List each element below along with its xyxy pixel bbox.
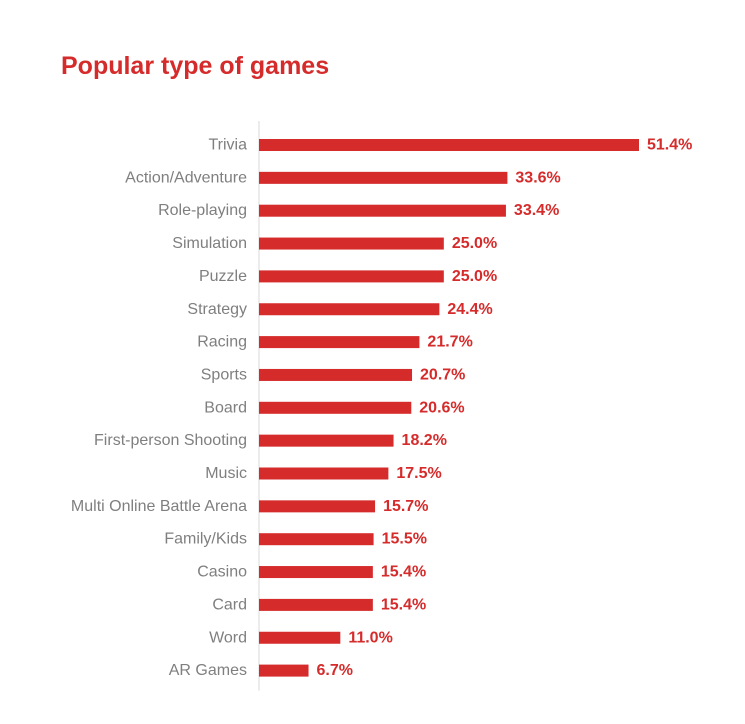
value-label-ar-games: 6.7% <box>317 662 353 679</box>
category-label-family-kids: Family/Kids <box>164 531 247 548</box>
value-label-word: 11.0% <box>348 629 392 646</box>
bar-music <box>259 467 389 480</box>
bar-strategy <box>259 303 440 316</box>
category-label-multi-online-battle-arena: Multi Online Battle Arena <box>71 498 247 515</box>
category-label-trivia: Trivia <box>208 137 247 154</box>
category-label-role-playing: Role-playing <box>158 202 247 219</box>
value-label-family-kids: 15.5% <box>382 531 427 548</box>
bar-racing <box>259 336 420 349</box>
category-label-strategy: Strategy <box>187 301 247 318</box>
value-label-card: 15.4% <box>381 596 426 613</box>
bar-first-person-shooting <box>259 434 394 447</box>
category-label-first-person-shooting: First-person Shooting <box>94 432 247 449</box>
category-label-racing: Racing <box>197 334 247 351</box>
category-label-sports: Sports <box>201 366 247 383</box>
category-label-ar-games: AR Games <box>169 662 247 679</box>
bar-casino <box>259 566 373 579</box>
value-label-casino: 15.4% <box>381 564 426 581</box>
value-label-role-playing: 33.4% <box>514 202 559 219</box>
bar-multi-online-battle-arena <box>259 500 376 513</box>
value-label-simulation: 25.0% <box>452 235 497 252</box>
value-label-racing: 21.7% <box>427 334 472 351</box>
chart-title: Popular type of games <box>61 52 330 80</box>
bar-word <box>259 631 341 644</box>
category-label-card: Card <box>212 596 247 613</box>
category-label-word: Word <box>209 629 247 646</box>
bar-family-kids <box>259 533 374 546</box>
category-label-puzzle: Puzzle <box>199 268 247 285</box>
value-label-multi-online-battle-arena: 15.7% <box>383 498 428 515</box>
value-label-puzzle: 25.0% <box>452 268 497 285</box>
category-label-simulation: Simulation <box>172 235 247 252</box>
value-label-action-adventure: 33.6% <box>515 169 560 186</box>
bar-puzzle <box>259 270 444 283</box>
category-label-music: Music <box>205 465 247 482</box>
value-label-board: 20.6% <box>419 399 464 416</box>
value-label-music: 17.5% <box>396 465 441 482</box>
bar-role-playing <box>259 204 506 217</box>
value-label-trivia: 51.4% <box>647 137 692 154</box>
bar-card <box>259 598 373 611</box>
bar-sports <box>259 368 413 381</box>
bar-ar-games <box>259 664 309 677</box>
category-label-casino: Casino <box>197 564 247 581</box>
value-label-first-person-shooting: 18.2% <box>402 432 447 449</box>
category-label-board: Board <box>204 399 247 416</box>
bar-board <box>259 401 412 414</box>
value-label-strategy: 24.4% <box>447 301 492 318</box>
category-label-action-adventure: Action/Adventure <box>125 169 247 186</box>
value-label-sports: 20.7% <box>420 366 465 383</box>
bar-trivia <box>259 139 639 151</box>
bar-action-adventure <box>259 171 508 184</box>
bar-simulation <box>259 237 444 250</box>
